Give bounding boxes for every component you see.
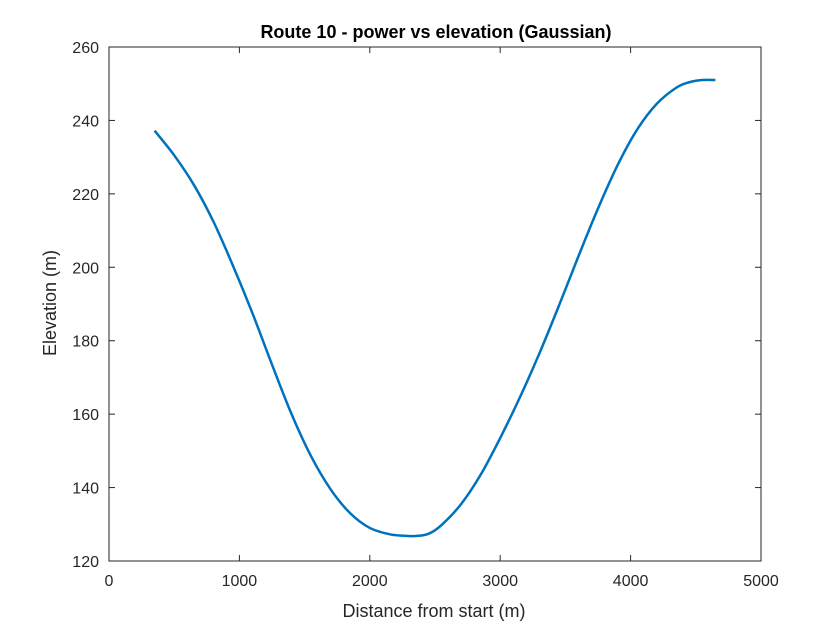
x-tick-label: 1000 — [222, 573, 258, 590]
y-tick-label: 200 — [72, 260, 99, 277]
y-tick-label: 240 — [72, 113, 99, 130]
y-tick-label: 120 — [72, 554, 99, 571]
series-layer — [153, 78, 716, 538]
y-tick-label: 220 — [72, 187, 99, 204]
x-tick-label: 0 — [105, 573, 114, 590]
y-axis: 120 140 160 180 200 220 240 260 — [72, 40, 761, 571]
y-tick-label: 140 — [72, 481, 99, 498]
y-tick-label: 260 — [72, 40, 99, 57]
plot-area: 0 1000 2000 3000 4000 5000 120 140 160 180 200 220… — [72, 40, 779, 590]
y-tick-label: 180 — [72, 334, 99, 351]
x-tick-label: 5000 — [743, 573, 779, 590]
y-tick-label: 160 — [72, 407, 99, 424]
x-axis-label: Distance from start (m) — [342, 601, 525, 621]
axes-box — [108, 46, 762, 562]
x-tick-label: 2000 — [352, 573, 388, 590]
x-tick-label: 4000 — [613, 573, 649, 590]
chart-title: Route 10 - power vs elevation (Gaussian) — [260, 22, 611, 42]
y-axis-label: Elevation (m) — [40, 250, 60, 356]
x-tick-label: 3000 — [482, 573, 518, 590]
x-axis: 0 1000 2000 3000 4000 5000 — [105, 47, 779, 590]
series-line — [153, 78, 716, 538]
